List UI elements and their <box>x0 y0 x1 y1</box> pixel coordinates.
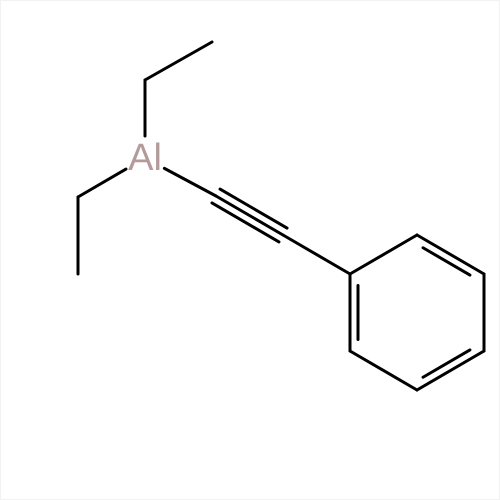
molecule-diagram: Al <box>0 0 500 500</box>
atom-label-al: Al <box>128 137 162 179</box>
